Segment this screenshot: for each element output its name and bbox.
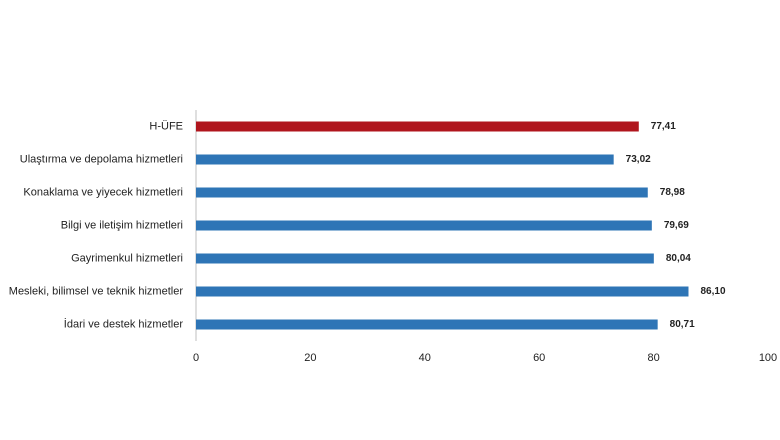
x-tick-label: 100 [759, 352, 777, 364]
value-label: 80,71 [670, 319, 695, 330]
y-tick-label: H-ÜFE [149, 120, 183, 132]
y-tick-label: Bilgi ve iletişim hizmetleri [61, 219, 183, 231]
bar [196, 220, 652, 231]
bar [196, 253, 654, 264]
bar [196, 154, 614, 165]
value-label: 78,98 [660, 187, 685, 198]
value-label: 80,04 [666, 253, 691, 264]
x-tick-label: 80 [647, 352, 659, 364]
y-tick-label: Ulaştırma ve depolama hizmetleri [20, 153, 183, 165]
x-tick-label: 40 [419, 352, 431, 364]
value-label: 79,69 [664, 220, 689, 231]
bar [196, 121, 639, 132]
x-tick-label: 0 [193, 352, 199, 364]
value-label: 77,41 [651, 121, 676, 132]
bar [196, 319, 658, 330]
y-tick-label: Konaklama ve yiyecek hizmetleri [23, 186, 183, 198]
bar [196, 286, 689, 297]
y-tick-label: İdari ve destek hizmetler [64, 317, 184, 330]
value-label: 73,02 [626, 154, 651, 165]
x-tick-label: 20 [304, 352, 316, 364]
bar [196, 187, 648, 198]
y-tick-label: Gayrimenkul hizmetleri [71, 252, 183, 264]
x-tick-label: 60 [533, 352, 545, 364]
value-label: 86,10 [700, 286, 725, 297]
y-tick-label: Mesleki, bilimsel ve teknik hizmetler [9, 285, 184, 297]
